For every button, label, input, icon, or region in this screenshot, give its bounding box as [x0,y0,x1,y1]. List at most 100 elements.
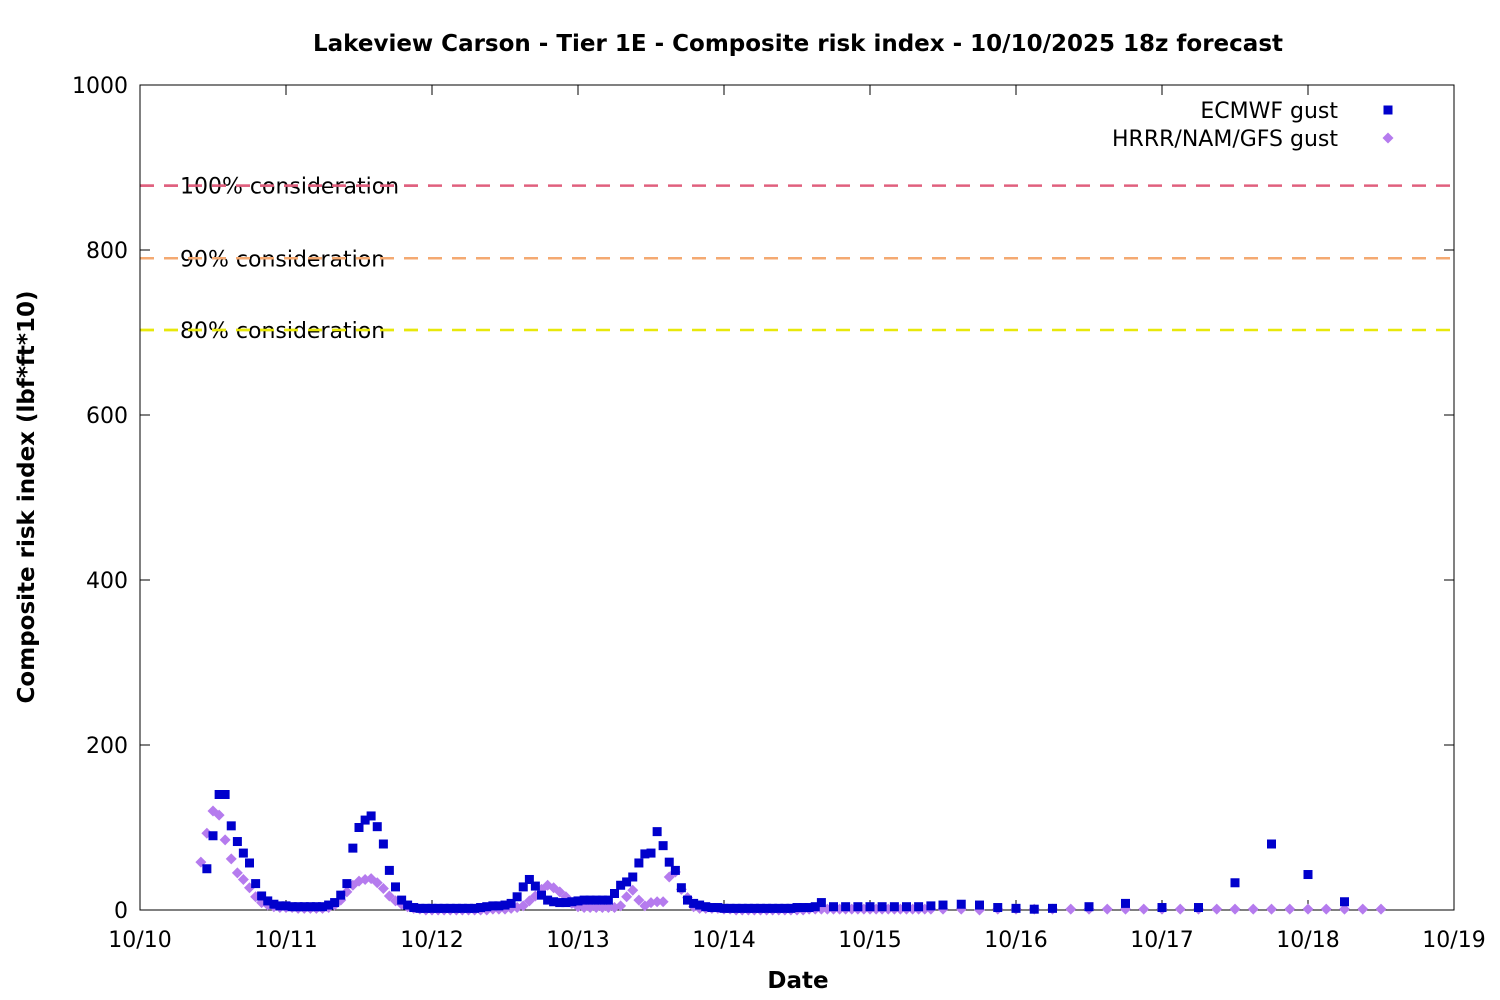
threshold-label: 100% consideration [180,175,399,200]
data-point [683,895,692,905]
data-point [701,902,711,912]
data-point [464,903,473,913]
x-tick-label: 10/10 [108,928,171,953]
threshold-label: 90% consideration [180,247,385,272]
data-point [719,903,729,913]
data-point [1302,903,1314,915]
data-point [220,790,230,799]
data-point [384,865,394,875]
data-point [610,889,619,898]
x-tick-label: 10/18 [1276,928,1339,953]
data-point [1266,903,1277,915]
data-point [269,899,279,909]
data-point [1230,878,1240,888]
data-point [622,877,632,887]
data-point [537,890,546,900]
data-point [591,895,601,905]
data-point [725,903,735,913]
plot-area-border [139,84,1455,911]
data-point [1011,903,1021,913]
data-point [596,902,608,914]
data-point [561,898,571,908]
data-point [804,903,814,913]
x-tick-label: 10/16 [984,928,1047,953]
data-point [263,896,273,906]
chart-title: Lakeview Carson - Tier 1E - Composite ri… [313,31,1283,57]
y-tick-label: 0 [114,899,128,924]
data-point [324,900,334,910]
threshold-lines: 100% consideration 90% consideration 80% c… [140,175,1454,344]
data-point [975,900,984,910]
data-series [195,790,1387,916]
data-point [451,903,461,913]
data-point [1194,903,1203,913]
data-point [214,790,224,799]
data-point [841,902,851,912]
data-point [237,873,249,885]
data-point [774,903,784,913]
data-point [567,897,577,907]
data-point [318,902,327,912]
data-point [1303,870,1313,880]
y-tick-label: 400 [86,569,128,594]
data-point [956,899,966,909]
data-point [670,865,680,875]
data-point [676,883,686,893]
threshold-label: 80% consideration [180,319,385,344]
data-point [1284,903,1296,915]
data-point [494,901,504,911]
data-point [219,834,231,846]
data-point [500,900,510,910]
data-point [543,895,553,905]
data-point [330,898,340,908]
x-axis-title: Date [767,968,828,994]
axis-ticks: 10/10 10/11 10/12 10/13 10/14 10/15 10/16 10/17… [72,74,1486,953]
data-point [1101,903,1113,915]
data-point [245,858,254,868]
x-tick-label: 10/12 [400,928,463,953]
data-point [287,902,297,912]
x-tick-label: 10/17 [1130,928,1193,953]
data-point [342,879,352,889]
data-point [1229,903,1241,915]
data-point [377,883,389,895]
data-point [658,841,668,851]
data-point [926,901,936,911]
legend-marker [1382,132,1394,144]
data-point [652,827,662,837]
data-point [628,872,638,882]
legend-label: HRRR/NAM/GFS gust [1112,127,1338,152]
data-point [1320,903,1332,915]
data-point [554,886,566,898]
data-point [579,895,589,905]
data-point [397,895,407,905]
data-point [488,901,498,911]
data-point [403,900,413,910]
data-point [640,849,650,859]
data-point [427,903,437,913]
data-point [1174,903,1186,915]
data-point [512,892,522,902]
data-point [1157,903,1167,913]
data-point [707,903,717,913]
data-point [621,891,633,903]
data-point [1029,904,1039,914]
data-point [524,874,534,884]
data-point [597,895,607,905]
data-point [530,881,540,891]
y-tick-label: 1000 [72,74,128,99]
x-tick-label: 10/15 [838,928,901,953]
data-point [798,903,808,913]
y-tick-label: 600 [86,404,128,429]
data-point [366,811,376,821]
data-point [816,898,826,908]
legend-label: ECMWF gust [1200,99,1338,124]
data-point [275,901,285,911]
series-ecmwf-gust [202,790,1349,914]
data-point [208,831,218,841]
data-point [768,903,778,913]
data-point [651,896,663,908]
data-point [354,823,364,832]
x-tick-label: 10/13 [546,928,609,953]
data-point [829,902,838,912]
